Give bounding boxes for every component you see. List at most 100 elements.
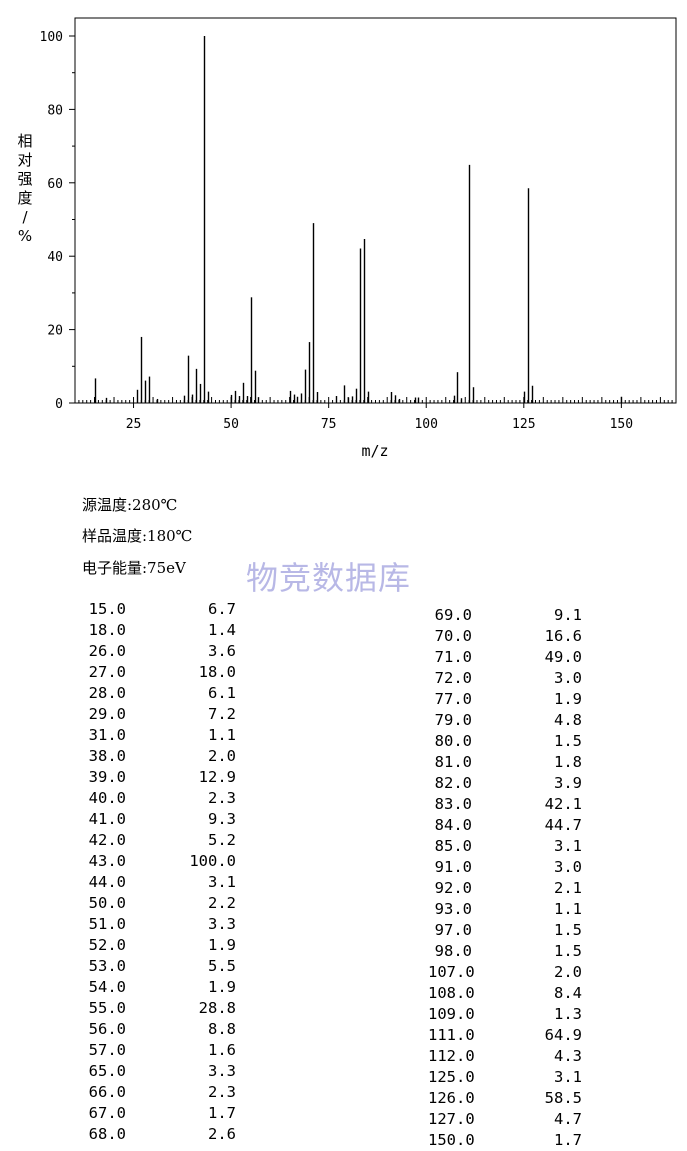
- y-tick-label: 100: [40, 30, 63, 45]
- peak-mz: 81.0: [434, 753, 472, 771]
- peak-intensity: 18.0: [198, 663, 236, 681]
- peak-mz: 54.0: [88, 978, 126, 996]
- peak-mz: 82.0: [434, 774, 472, 792]
- peak-intensity: 3.0: [554, 669, 582, 687]
- x-axis-label: m/z: [361, 442, 388, 460]
- peak-mz: 39.0: [88, 768, 126, 786]
- y-axis-ticks: 0 20 40 60 80 100: [40, 30, 63, 412]
- peak-mz: 18.0: [88, 621, 126, 639]
- peak-intensity: 9.1: [554, 606, 582, 624]
- peak-intensity: 9.3: [208, 810, 236, 828]
- peak-intensity: 4.3: [554, 1047, 582, 1065]
- y-tick-label: 20: [47, 324, 63, 339]
- peak-mz: 42.0: [88, 831, 126, 849]
- peak-intensity: 1.7: [208, 1104, 236, 1122]
- y-tick-label: 80: [47, 103, 63, 118]
- y-tick-label: 40: [47, 250, 63, 265]
- peak-mz: 127.0: [428, 1110, 475, 1128]
- peak-mz: 55.0: [88, 999, 126, 1017]
- peak-intensity: 3.3: [208, 915, 236, 933]
- axis-minor-ticks: [69, 35, 677, 404]
- peak-mz: 66.0: [88, 1083, 126, 1101]
- peak-intensity: 1.3: [554, 1005, 582, 1023]
- peak-intensity: 1.1: [554, 900, 582, 918]
- peak-mz: 111.0: [428, 1026, 475, 1044]
- peak-intensity: 2.2: [208, 894, 236, 912]
- peak-intensity: 12.9: [198, 768, 236, 786]
- peak-intensity: 2.3: [208, 1083, 236, 1101]
- peak-intensity: 3.3: [208, 1062, 236, 1080]
- x-tick-label: 25: [126, 417, 142, 432]
- peak-mz: 65.0: [88, 1062, 126, 1080]
- x-tick-label: 150: [610, 417, 633, 432]
- peak-mz: 31.0: [88, 726, 126, 744]
- peak-mz: 97.0: [434, 921, 472, 939]
- peak-intensity: 3.9: [554, 774, 582, 792]
- peak-mz: 85.0: [434, 837, 472, 855]
- peak-mz: 68.0: [88, 1125, 126, 1143]
- peak-mz: 93.0: [434, 900, 472, 918]
- peak-intensity: 5.5: [208, 957, 236, 975]
- peak-mz: 43.0: [88, 852, 126, 870]
- sample-temperature: 样品温度:180℃: [82, 527, 193, 545]
- peak-intensity: 2.6: [208, 1125, 236, 1143]
- peak-mz: 44.0: [88, 873, 126, 891]
- peak-mz: 56.0: [88, 1020, 126, 1038]
- peak-intensity: 44.7: [544, 816, 582, 834]
- peak-intensity: 5.2: [208, 831, 236, 849]
- y-tick-label: 0: [55, 397, 63, 412]
- peak-intensity: 28.8: [198, 999, 236, 1017]
- peak-mz: 79.0: [434, 711, 472, 729]
- peak-mz: 91.0: [434, 858, 472, 876]
- peak-intensity: 3.6: [208, 642, 236, 660]
- peak-intensity: 1.9: [208, 978, 236, 996]
- peak-mz: 72.0: [434, 669, 472, 687]
- peak-mz: 26.0: [88, 642, 126, 660]
- peak-intensity: 3.0: [554, 858, 582, 876]
- plot-frame: [74, 17, 677, 404]
- peak-mz: 112.0: [428, 1047, 475, 1065]
- peak-intensity: 42.1: [544, 795, 582, 813]
- peak-mz: 92.0: [434, 879, 472, 897]
- peak-mz: 41.0: [88, 810, 126, 828]
- peak-intensity: 7.2: [208, 705, 236, 723]
- source-temperature: 源温度:280℃: [82, 496, 178, 514]
- peak-intensity: 4.8: [554, 711, 582, 729]
- peak-mz: 57.0: [88, 1041, 126, 1059]
- peak-intensity: 49.0: [544, 648, 582, 666]
- peak-intensity: 6.1: [208, 684, 236, 702]
- peak-mz: 126.0: [428, 1089, 475, 1107]
- peak-intensity: 4.7: [554, 1110, 582, 1128]
- peak-intensity: 1.9: [208, 936, 236, 954]
- peak-intensity: 100.0: [189, 852, 236, 870]
- watermark: 物竞数据库: [246, 559, 412, 597]
- peak-mz: 125.0: [428, 1068, 475, 1086]
- peak-intensity: 8.8: [208, 1020, 236, 1038]
- peak-intensity: 1.9: [554, 690, 582, 708]
- peak-mz: 67.0: [88, 1104, 126, 1122]
- spectrum-peaks: [94, 36, 623, 403]
- x-tick-label: 100: [414, 417, 437, 432]
- peak-intensity: 6.7: [208, 600, 236, 618]
- peak-mz: 52.0: [88, 936, 126, 954]
- peak-intensity: 1.4: [208, 621, 236, 639]
- peak-intensity: 1.5: [554, 921, 582, 939]
- peak-intensity: 1.6: [208, 1041, 236, 1059]
- x-tick-label: 75: [321, 417, 337, 432]
- peak-intensity: 2.0: [554, 963, 582, 981]
- peak-intensity: 2.3: [208, 789, 236, 807]
- peak-intensity: 2.0: [208, 747, 236, 765]
- y-tick-label: 60: [47, 177, 63, 192]
- peak-intensity: 3.1: [554, 837, 582, 855]
- peak-mz: 28.0: [88, 684, 126, 702]
- peak-intensity: 1.5: [554, 732, 582, 750]
- peak-mz: 98.0: [434, 942, 472, 960]
- peak-mz: 109.0: [428, 1005, 475, 1023]
- peak-mz: 83.0: [434, 795, 472, 813]
- peak-mz: 108.0: [428, 984, 475, 1002]
- peak-intensity: 3.1: [554, 1068, 582, 1086]
- peak-mz: 27.0: [88, 663, 126, 681]
- peak-mz: 15.0: [88, 600, 126, 618]
- peak-mz: 50.0: [88, 894, 126, 912]
- peak-mz: 53.0: [88, 957, 126, 975]
